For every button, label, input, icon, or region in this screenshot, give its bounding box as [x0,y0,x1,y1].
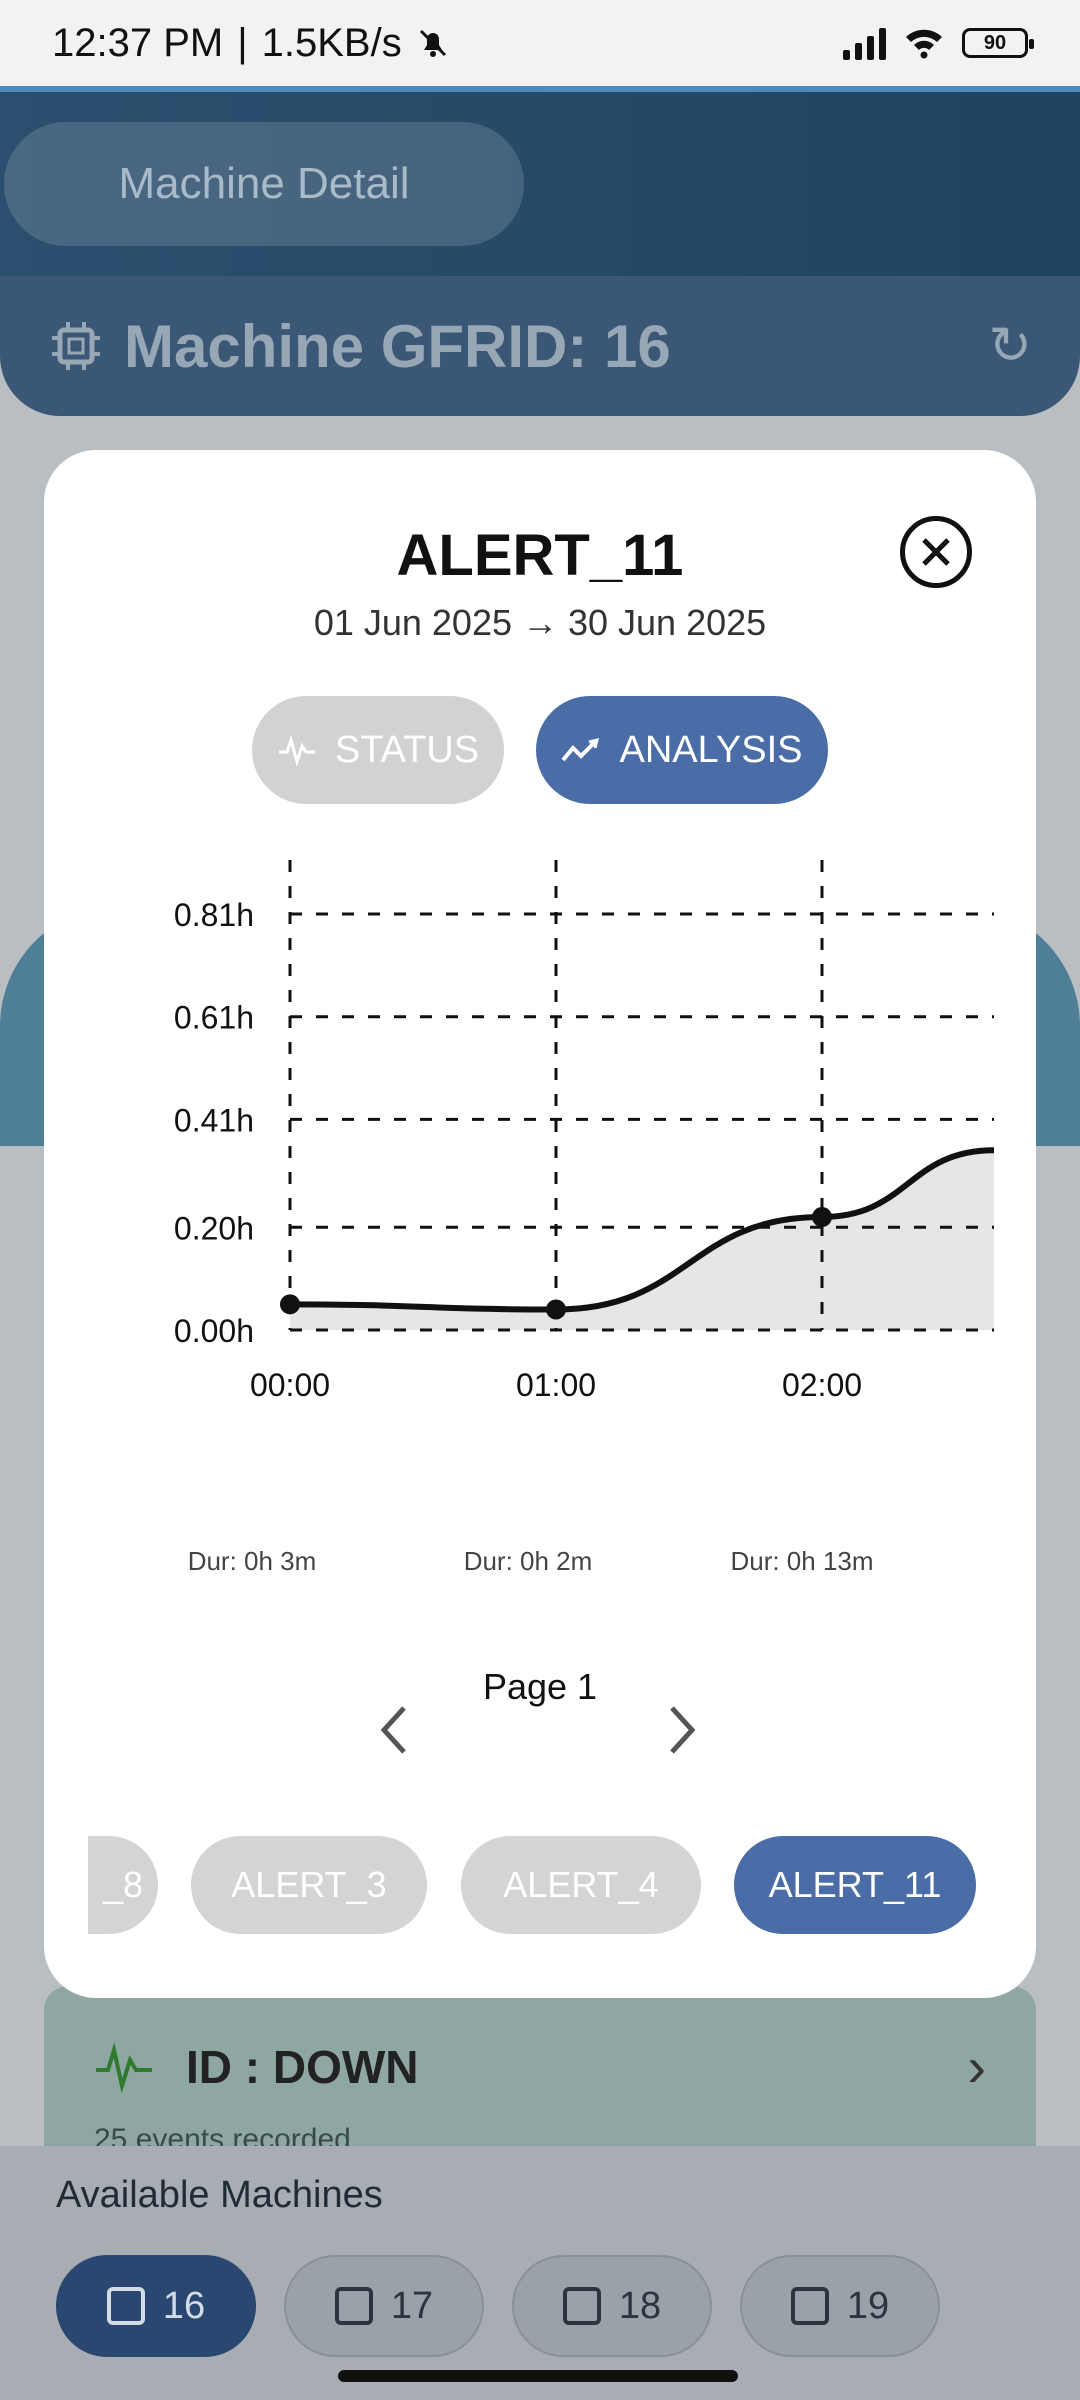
duration-label: Dur: 0h 3m [188,1546,317,1576]
series-line [289,1147,995,1313]
y-tick-label: 0.00h [174,1313,254,1349]
data-point [812,1207,832,1228]
available-machines-label: Available Machines [56,2174,383,2216]
status-time: 12:37 PM | 1.5KB/s [52,21,450,66]
y-tick-label: 0.41h [174,1102,254,1138]
alert-analysis-modal: ALERT_11 01 Jun 2025 → 30 Jun 2025 STATU… [44,450,1036,1998]
alert-chip-alert-11[interactable]: ALERT_11 [734,1836,976,1934]
x-tick-label: 00:00 [250,1367,330,1403]
machine-title: Machine GFRID: 16 [124,312,671,380]
alert-chip-alert-4[interactable]: ALERT_4 [461,1836,701,1934]
separator: | [237,20,248,65]
x-tick-label: 02:00 [782,1367,862,1403]
modal-title: ALERT_11 [396,523,684,588]
machine-chip-19[interactable]: 19 [740,2255,940,2357]
activity-icon [96,2041,152,2092]
status-bar: 12:37 PM | 1.5KB/s 90 [0,0,1080,86]
home-indicator[interactable] [338,2370,738,2382]
data-point [280,1294,300,1315]
next-page-button[interactable] [662,1700,702,1760]
mute-bell-icon [419,29,446,57]
close-button[interactable] [900,516,972,588]
y-tick-label: 0.20h [174,1210,254,1246]
x-tick-label: 01:00 [516,1367,596,1403]
date-range: 01 Jun 2025 → 30 Jun 2025 [313,602,767,643]
area-fill [290,1150,994,1330]
prev-page-button[interactable] [374,1700,414,1760]
cpu-icon [562,2287,601,2325]
id-card-title: ID : DOWN [186,2040,419,2093]
machine-chip-17[interactable]: 17 [284,2255,484,2357]
network-speed: 1.5KB/s [261,20,402,65]
header-pill: Machine Detail [4,122,524,246]
cpu-icon [106,2287,145,2325]
alert-chip-partial[interactable]: _8 [88,1836,158,1934]
duration-label: Dur: 0h 2m [464,1546,593,1576]
cpu-icon [334,2287,373,2325]
clock: 12:37 PM [52,20,224,65]
pulse-icon [278,734,315,766]
cpu-icon [790,2287,829,2325]
tab-status[interactable]: STATUS [252,696,504,804]
alert-chip-row: _8 ALERT_3 ALERT_4 ALERT_11 [44,1836,1036,1936]
refresh-icon[interactable]: ↻ [988,317,1032,375]
data-point [546,1299,566,1320]
machine-chip-16[interactable]: 16 [56,2255,256,2357]
analysis-chart: 0.00h 0.20h 0.41h 0.61h 0.81h 00:00 01:00 02:00… [174,860,995,1576]
app-header: Machine Detail [0,86,1080,280]
trend-icon [561,737,600,762]
page-label: Page 1 [482,1666,598,1707]
wifi-icon [906,29,942,59]
cpu-icon [52,322,100,370]
machine-chip-18[interactable]: 18 [512,2255,712,2357]
tab-status-label: STATUS [334,728,480,771]
machine-title-card: Machine GFRID: 16 ↻ [0,276,1080,416]
cell-signal-icon [843,26,886,60]
tab-analysis[interactable]: ANALYSIS [536,696,828,804]
tab-analysis-label: ANALYSIS [619,728,803,771]
battery-icon: 90 [962,28,1034,58]
available-machines-panel: Available Machines 16 17 18 19 [0,2146,1080,2400]
battery-level: 90 [983,31,1007,54]
alert-chip-alert-3[interactable]: ALERT_3 [191,1836,427,1934]
chevron-right-icon: › [967,2035,986,2098]
y-tick-label: 0.81h [174,897,254,933]
duration-label: Dur: 0h 13m [730,1546,873,1576]
close-icon [922,538,950,566]
y-tick-label: 0.61h [174,1000,254,1036]
